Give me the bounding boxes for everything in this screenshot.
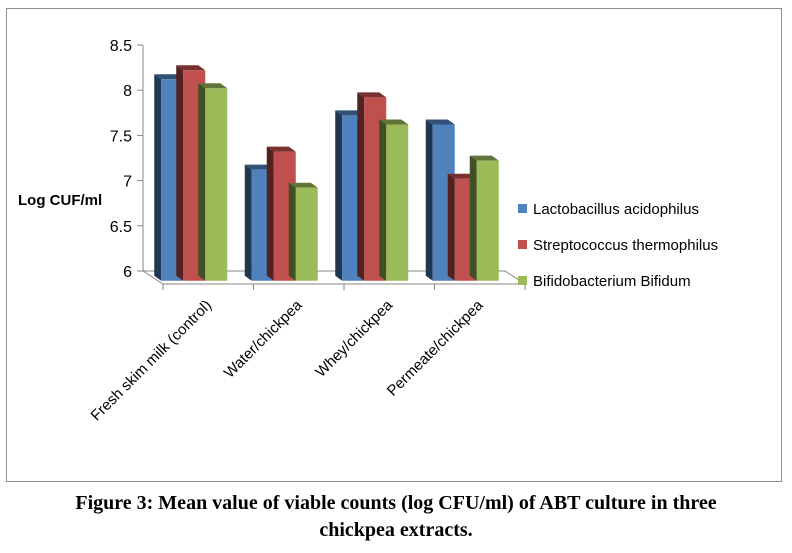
bar-side xyxy=(447,173,455,281)
bar-chart: 6 6.5 7 7.5 8 8.5 Fresh skim milk (control) Wat… xyxy=(18,38,718,425)
bar-top xyxy=(425,119,455,125)
x-category-label: Water/chickpea xyxy=(221,296,306,381)
legend-item: Streptococcus thermophilus xyxy=(518,237,718,254)
bar xyxy=(288,182,318,281)
legend-label: Lactobacillus acidophilus xyxy=(533,201,699,218)
bar xyxy=(379,119,409,281)
bar-side xyxy=(288,182,296,281)
bar-side xyxy=(425,119,433,281)
y-tick-label: 8 xyxy=(123,83,132,100)
bar-top xyxy=(154,74,184,80)
bar-side xyxy=(335,110,343,281)
bar-top xyxy=(288,182,318,188)
bar-front xyxy=(386,124,409,281)
bar-top xyxy=(266,146,296,152)
y-axis-label: Log CUF/ml xyxy=(18,192,102,209)
bars xyxy=(154,65,499,281)
bar-side xyxy=(198,83,206,281)
bar-top xyxy=(176,65,206,71)
bar-top xyxy=(469,155,499,161)
y-tick-label: 7.5 xyxy=(110,128,132,145)
bar-top xyxy=(335,110,365,116)
x-category-label: Permeate/chickpea xyxy=(384,296,487,399)
y-tick-label: 8.5 xyxy=(110,38,132,55)
bar-side xyxy=(379,119,387,281)
legend-label: Streptococcus thermophilus xyxy=(533,237,718,254)
bar-side xyxy=(469,155,477,281)
bar-side xyxy=(357,92,365,281)
legend-item: Lactobacillus acidophilus xyxy=(518,201,699,218)
x-category-label: Fresh skim milk (control) xyxy=(88,297,216,425)
bar-side xyxy=(244,164,252,281)
bar-top xyxy=(447,173,477,179)
bar-top xyxy=(198,83,228,89)
bar-front xyxy=(205,88,228,281)
bar-top xyxy=(244,164,274,170)
bar xyxy=(198,83,228,281)
bar-top xyxy=(357,92,387,98)
bar-side xyxy=(154,74,162,281)
bar-top xyxy=(379,119,409,125)
bar-front xyxy=(476,160,499,281)
legend-swatch xyxy=(518,240,527,249)
bar-front xyxy=(295,187,318,281)
legend: Lactobacillus acidophilus Streptococcus t… xyxy=(518,201,718,290)
y-tick-label: 6 xyxy=(123,264,132,281)
legend-label: Bifidobacterium Bifidum xyxy=(533,273,691,290)
caption-line-2: chickpea extracts. xyxy=(319,519,473,541)
legend-swatch xyxy=(518,276,527,285)
bar xyxy=(469,155,499,281)
bar-side xyxy=(176,65,184,281)
caption-line-1: Figure 3: Mean value of viable counts (l… xyxy=(75,492,717,514)
legend-swatch xyxy=(518,204,527,213)
y-tick-label: 7 xyxy=(123,174,132,191)
x-category-label: Whey/chickpea xyxy=(312,296,396,380)
y-tick-label: 6.5 xyxy=(110,219,132,236)
figure-caption: Figure 3: Mean value of viable counts (l… xyxy=(0,490,792,544)
bar-side xyxy=(266,146,274,281)
legend-item: Bifidobacterium Bifidum xyxy=(518,273,691,290)
